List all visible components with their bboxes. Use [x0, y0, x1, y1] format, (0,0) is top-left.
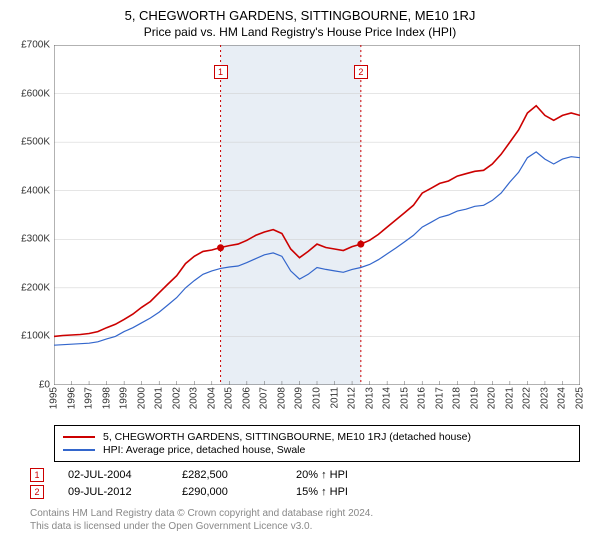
x-tick-label: 1998: [101, 387, 112, 409]
legend: 5, CHEGWORTH GARDENS, SITTINGBOURNE, ME1…: [54, 425, 580, 462]
annotations-table: 1 02-JUL-2004 £282,500 20% ↑ HPI 2 09-JU…: [30, 468, 580, 499]
annotation-price: £282,500: [182, 469, 272, 481]
annotation-marker: 2: [30, 485, 44, 499]
x-tick-label: 2022: [522, 387, 533, 409]
annotation-price: £290,000: [182, 486, 272, 498]
x-tick-label: 2010: [312, 387, 323, 409]
x-tick-label: 2020: [487, 387, 498, 409]
event-marker-2: 2: [354, 65, 368, 79]
x-tick-label: 2019: [469, 387, 480, 409]
x-tick-label: 2025: [575, 387, 586, 409]
plot-area: £0£100K£200K£300K£400K£500K£600K£700K 12: [54, 45, 580, 385]
footer-line2: This data is licensed under the Open Gov…: [30, 520, 580, 533]
y-tick-label: £700K: [21, 40, 50, 51]
x-tick-label: 2012: [347, 387, 358, 409]
footer: Contains HM Land Registry data © Crown c…: [30, 507, 580, 533]
annotation-row: 2 09-JUL-2012 £290,000 15% ↑ HPI: [30, 485, 580, 499]
x-tick-label: 2001: [154, 387, 165, 409]
event-marker-1: 1: [214, 65, 228, 79]
annotation-row: 1 02-JUL-2004 £282,500 20% ↑ HPI: [30, 468, 580, 482]
y-tick-label: £500K: [21, 137, 50, 148]
x-tick-label: 2014: [382, 387, 393, 409]
y-tick-label: £100K: [21, 331, 50, 342]
footer-line1: Contains HM Land Registry data © Crown c…: [30, 507, 580, 520]
legend-item: HPI: Average price, detached house, Swal…: [63, 444, 571, 456]
x-tick-label: 2005: [224, 387, 235, 409]
annotation-delta: 20% ↑ HPI: [296, 469, 386, 481]
legend-label: 5, CHEGWORTH GARDENS, SITTINGBOURNE, ME1…: [103, 431, 471, 443]
x-tick-label: 2006: [241, 387, 252, 409]
x-tick-label: 2013: [364, 387, 375, 409]
annotation-marker: 1: [30, 468, 44, 482]
legend-item: 5, CHEGWORTH GARDENS, SITTINGBOURNE, ME1…: [63, 431, 571, 443]
y-axis-labels: £0£100K£200K£300K£400K£500K£600K£700K: [10, 45, 54, 385]
annotation-delta: 15% ↑ HPI: [296, 486, 386, 498]
x-tick-label: 2015: [399, 387, 410, 409]
chart-title: 5, CHEGWORTH GARDENS, SITTINGBOURNE, ME1…: [10, 8, 590, 23]
y-tick-label: £400K: [21, 185, 50, 196]
x-tick-label: 2004: [206, 387, 217, 409]
x-tick-label: 2017: [434, 387, 445, 409]
x-tick-label: 2024: [557, 387, 568, 409]
x-tick-label: 2009: [294, 387, 305, 409]
legend-label: HPI: Average price, detached house, Swal…: [103, 444, 305, 456]
x-tick-label: 1995: [49, 387, 60, 409]
chart-svg: [54, 45, 580, 385]
x-tick-label: 2018: [452, 387, 463, 409]
x-tick-label: 2011: [329, 387, 340, 409]
y-tick-label: £200K: [21, 282, 50, 293]
x-tick-label: 2000: [136, 387, 147, 409]
y-tick-label: £600K: [21, 88, 50, 99]
x-tick-label: 2003: [189, 387, 200, 409]
y-tick-label: £300K: [21, 234, 50, 245]
x-tick-label: 1997: [84, 387, 95, 409]
x-tick-label: 2008: [276, 387, 287, 409]
legend-swatch: [63, 436, 95, 438]
x-axis-labels: 1995199619971998199920002001200220032004…: [54, 385, 580, 419]
chart-subtitle: Price paid vs. HM Land Registry's House …: [10, 25, 590, 39]
legend-swatch: [63, 449, 95, 451]
x-tick-label: 1999: [119, 387, 130, 409]
x-tick-label: 1996: [66, 387, 77, 409]
annotation-date: 09-JUL-2012: [68, 486, 158, 498]
x-tick-label: 2002: [171, 387, 182, 409]
annotation-date: 02-JUL-2004: [68, 469, 158, 481]
x-tick-label: 2007: [259, 387, 270, 409]
x-tick-label: 2023: [539, 387, 550, 409]
x-tick-label: 2016: [417, 387, 428, 409]
x-tick-label: 2021: [504, 387, 515, 409]
